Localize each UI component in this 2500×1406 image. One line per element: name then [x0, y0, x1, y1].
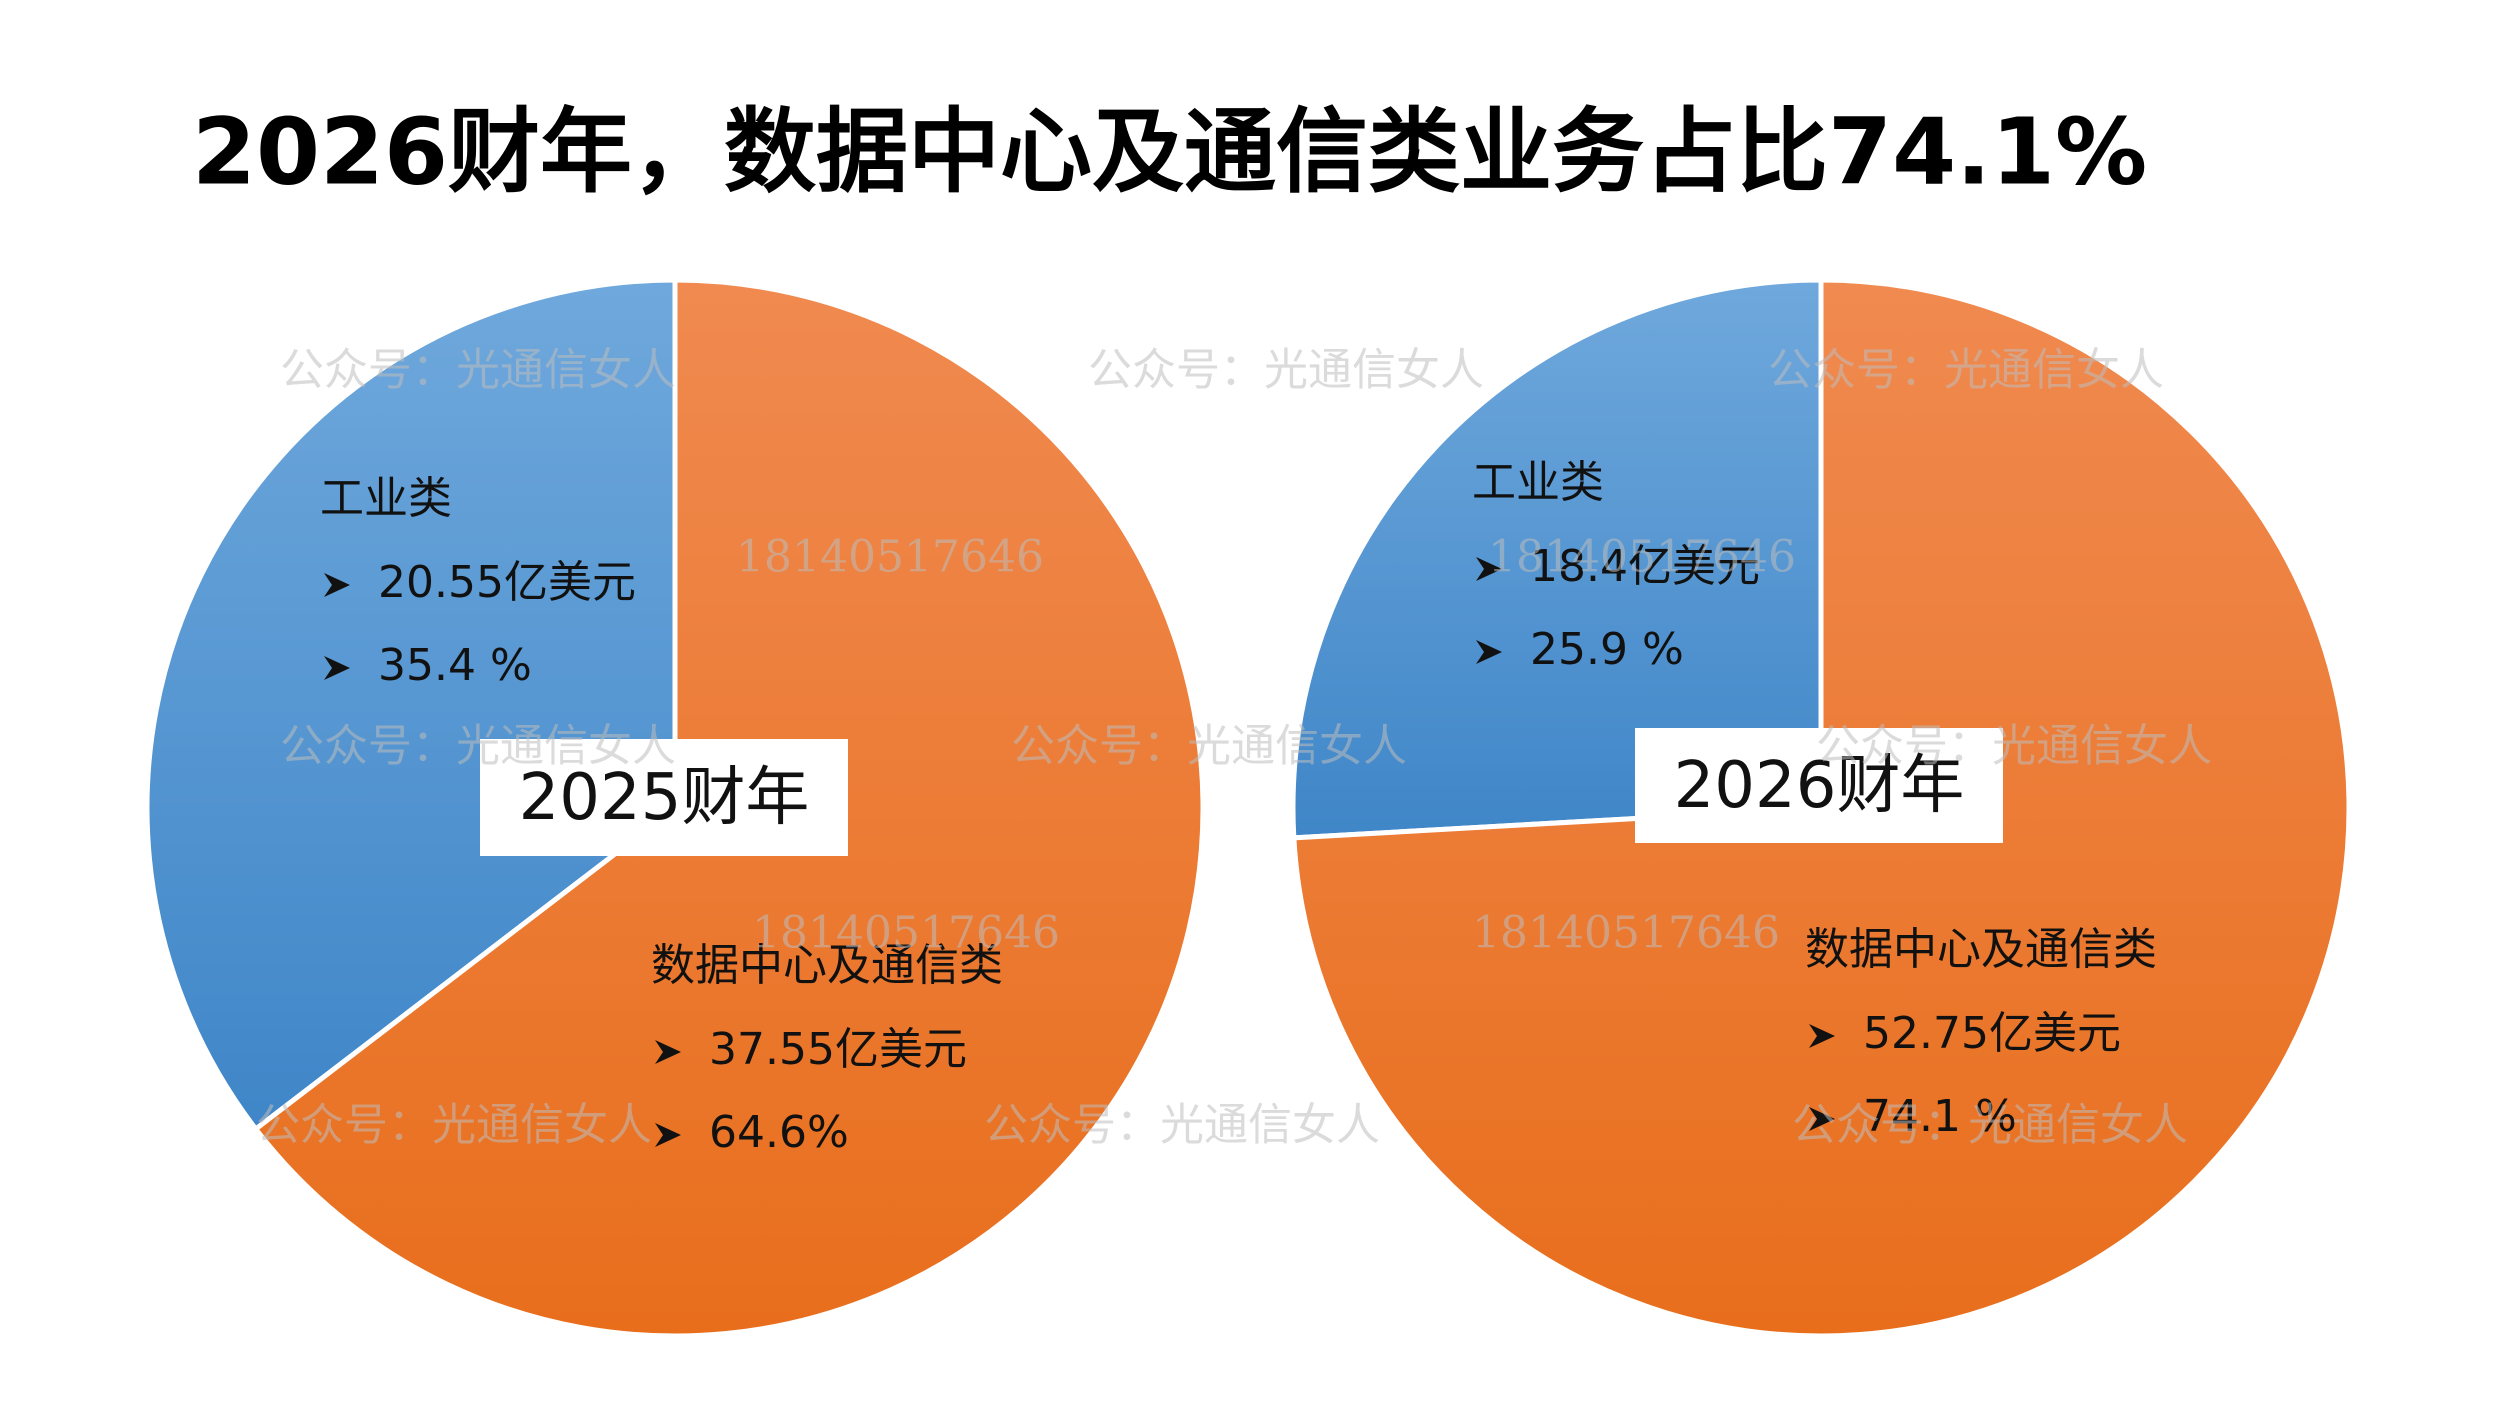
amount-label: 20.55亿美元: [378, 557, 636, 608]
category-label: 数据中心及通信类: [1805, 924, 2157, 975]
watermark: 公众号：光通信女人: [280, 345, 676, 396]
chart-title: 2026财年: [1674, 749, 1965, 823]
bullet-arrow: [1476, 640, 1502, 664]
watermark: 公众号：光通信女人: [984, 1100, 1380, 1151]
watermark: 公众号：光通信女人: [1816, 721, 2212, 772]
amount-label: 18.4亿美元: [1530, 541, 1760, 592]
watermark: 18140517646: [736, 532, 1044, 583]
title-box: [480, 739, 848, 856]
pie-slice: [144, 277, 678, 1133]
bullet-arrow: [1809, 1024, 1835, 1048]
watermark: 公众号：光通信女人: [1088, 345, 1484, 396]
bullet-arrow: [1476, 557, 1502, 581]
value-label: 74.1 %: [1863, 1091, 2017, 1142]
value-label: 35.4 %: [378, 640, 532, 691]
category-label: 工业类: [1472, 457, 1604, 508]
bullet-arrow: [655, 1123, 681, 1147]
watermark: 18140517646: [1472, 908, 1780, 959]
page-title: 2026财年，数据中心及通信类业务占比74.1%: [192, 98, 2147, 205]
bullet-arrow: [324, 656, 350, 680]
bullet-arrow: [324, 573, 350, 597]
amount-label: 37.55亿美元: [709, 1024, 967, 1075]
value-label: 25.9 %: [1530, 624, 1684, 675]
watermark: 18140517646: [1488, 532, 1796, 583]
watermark: 公众号：光通信女人: [1768, 345, 2164, 396]
category-label: 工业类: [320, 473, 452, 524]
amount-label: 52.75亿美元: [1863, 1008, 2121, 1059]
chart-title: 2025财年: [519, 761, 810, 835]
watermark: 18140517646: [752, 908, 1060, 959]
watermark: 公众号：光通信女人: [1792, 1100, 2188, 1151]
bullet-arrow: [655, 1040, 681, 1064]
title-box: [1635, 728, 2003, 843]
pie-slice: [1290, 277, 1824, 841]
watermark: 公众号：光通信女人: [256, 1100, 652, 1151]
watermark: 公众号：光通信女人: [1011, 721, 1407, 772]
watermark: 公众号：光通信女人: [280, 721, 676, 772]
category-label: 数据中心及通信类: [651, 940, 1003, 991]
bullet-arrow: [1809, 1107, 1835, 1131]
value-label: 64.6%: [709, 1107, 849, 1158]
